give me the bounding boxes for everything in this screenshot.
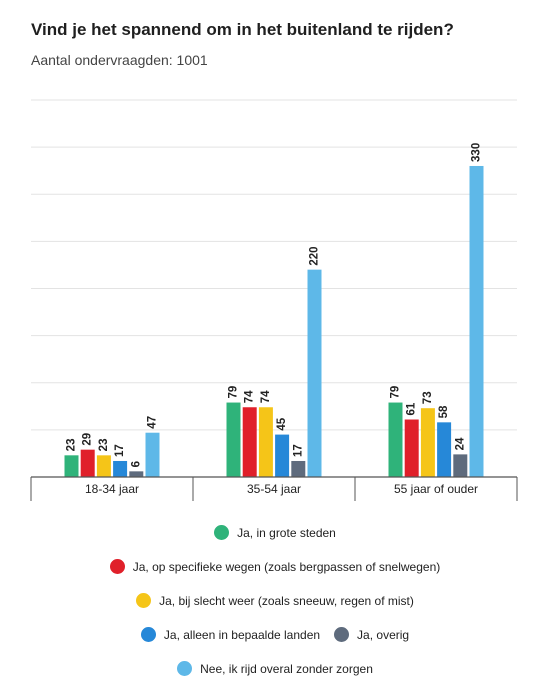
legend-swatch (214, 525, 230, 540)
x-tick-label: 55 jaar of ouder (394, 482, 478, 496)
bar (64, 455, 79, 477)
legend-row: Nee, ik rijd overal zonder zorgen (0, 661, 550, 676)
data-label: 6 (130, 461, 142, 467)
legend-item: Nee, ik rijd overal zonder zorgen (177, 661, 373, 676)
data-label: 79 (228, 386, 240, 399)
legend-item: Ja, alleen in bepaalde landen (140, 627, 321, 642)
data-label: 23 (98, 439, 110, 452)
legend-swatch (109, 559, 125, 574)
bar (129, 471, 144, 477)
data-labels: 23 29 23 17 6 47 79 74 74 45 17 220 79 61 73 58 24 330 (66, 143, 483, 468)
bar (453, 454, 468, 477)
legend-swatch (140, 627, 156, 642)
bar (258, 407, 273, 477)
legend-swatch (136, 593, 152, 608)
legend-label: Nee, ik rijd overal zonder zorgen (200, 661, 373, 676)
data-label: 45 (276, 417, 288, 430)
data-label: 74 (244, 390, 256, 403)
legend-item: Ja, op specifieke wegen (zoals bergpasse… (109, 559, 441, 574)
legend-label: Ja, alleen in bepaalde landen (163, 627, 321, 642)
data-label: 79 (390, 386, 402, 399)
bar (420, 408, 435, 477)
data-label: 73 (422, 391, 434, 404)
data-label: 29 (82, 433, 94, 446)
x-tick-label: 18-34 jaar (85, 482, 139, 496)
data-label: 17 (292, 444, 304, 457)
chart-title: Vind je het spannend om in het buitenlan… (31, 20, 454, 39)
x-tick-label: 35-54 jaar (247, 482, 301, 496)
bar (437, 422, 452, 477)
gridlines (31, 99, 517, 431)
legend-item: Ja, overig (334, 627, 409, 642)
legend-swatch (334, 627, 350, 642)
bar (275, 434, 290, 477)
bar (404, 419, 419, 477)
bars (64, 165, 484, 477)
data-label: 24 (454, 437, 466, 450)
legend-row: Ja, alleen in bepaalde landen Ja, overig (0, 627, 550, 642)
bar (242, 407, 257, 477)
data-label: 58 (438, 405, 450, 418)
bar (469, 165, 484, 477)
bar (307, 269, 322, 477)
x-axis: 18-34 jaar 35-54 jaar 55 jaar of ouder (30, 476, 518, 501)
chart-subtitle: Aantal ondervraagden: 1001 (31, 52, 208, 68)
bar (80, 449, 95, 477)
data-label: 74 (260, 390, 272, 403)
bar (388, 402, 403, 477)
legend-row: Ja, in grote steden (0, 525, 550, 540)
legend-item: Ja, bij slecht weer (zoals sneeuw, regen… (136, 593, 414, 608)
data-label: 61 (406, 402, 418, 415)
data-label: 220 (309, 246, 321, 265)
legend-row: Ja, bij slecht weer (zoals sneeuw, regen… (0, 593, 550, 608)
legend-label: Ja, bij slecht weer (zoals sneeuw, regen… (159, 593, 414, 608)
legend-item: Ja, in grote steden (214, 525, 336, 540)
data-label: 330 (471, 143, 483, 162)
bar (145, 432, 160, 477)
bar (226, 402, 241, 477)
data-label: 23 (66, 439, 78, 452)
bar (113, 460, 128, 477)
legend-row: Ja, op specifieke wegen (zoals bergpasse… (0, 559, 550, 574)
legend-label: Ja, op specifieke wegen (zoals bergpasse… (132, 559, 441, 574)
legend-label: Ja, overig (357, 627, 410, 642)
bar (96, 455, 111, 477)
bar (291, 460, 306, 477)
data-label: 17 (114, 444, 126, 457)
legend-label: Ja, in grote steden (237, 525, 336, 540)
legend-swatch (177, 661, 193, 676)
data-label: 47 (147, 416, 159, 429)
bar-chart: 23 29 23 17 6 47 79 74 74 45 17 220 79 61 73 58 24 330 18… (30, 99, 518, 501)
